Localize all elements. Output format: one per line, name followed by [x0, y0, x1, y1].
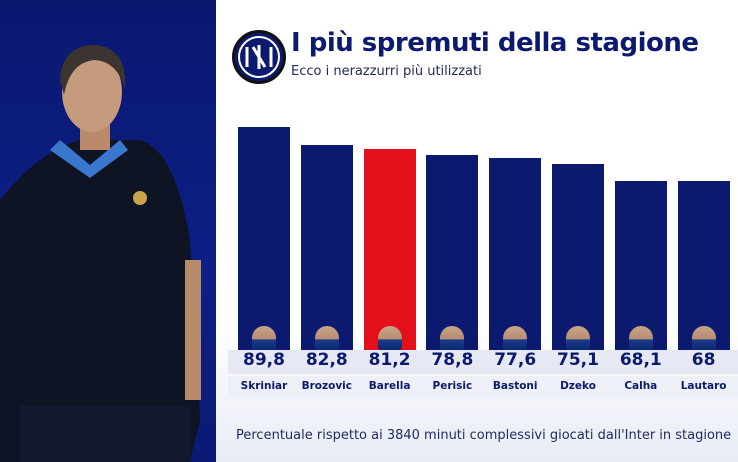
value-label: 77,6 [494, 350, 537, 370]
player-photo [691, 325, 716, 350]
category-label: Perisic [432, 380, 473, 392]
value-label: 75,1 [557, 350, 599, 370]
value-label: 81,2 [368, 350, 411, 370]
category-label: Barella [368, 380, 411, 392]
player-photo [628, 325, 653, 350]
names-strip [228, 376, 738, 398]
category-label: Bastoni [492, 380, 538, 392]
category-label: Lautaro [680, 380, 727, 392]
bar-barella [363, 148, 416, 350]
bar-dzeko [552, 163, 604, 350]
bar-bastoni [489, 157, 542, 350]
player-photo [440, 325, 465, 350]
coach-photo-panel [0, 0, 216, 462]
bar-brozovic [300, 144, 353, 350]
category-label: Calha [624, 380, 658, 392]
values-strip [228, 350, 738, 374]
player-photo [503, 325, 528, 350]
player-photo [314, 325, 339, 350]
category-label: Skriniar [240, 380, 288, 392]
value-label: 68,1 [619, 350, 662, 370]
player-photo [566, 325, 590, 350]
player-photo [252, 325, 276, 350]
chart-subtitle: Ecco i nerazzurri più utilizzati [291, 64, 482, 79]
value-label: 82,8 [305, 350, 348, 370]
value-label: 78,8 [431, 350, 474, 370]
chart-title: I più spremuti della stagione [291, 28, 699, 58]
category-label: Brozovic [301, 380, 352, 392]
coach-photo [0, 45, 201, 462]
value-label: 68 [691, 350, 716, 370]
category-label: Dzeko [560, 380, 596, 392]
bar-perisic [426, 154, 479, 350]
player-photo [377, 325, 402, 350]
bar-calha [614, 181, 667, 350]
inter-logo [232, 30, 286, 84]
bar-lautaro [677, 181, 730, 350]
value-label: 89,8 [243, 350, 285, 370]
bar-skriniar [238, 127, 290, 350]
chart-footnote: Percentuale rispetto ai 3840 minuti comp… [236, 428, 732, 443]
